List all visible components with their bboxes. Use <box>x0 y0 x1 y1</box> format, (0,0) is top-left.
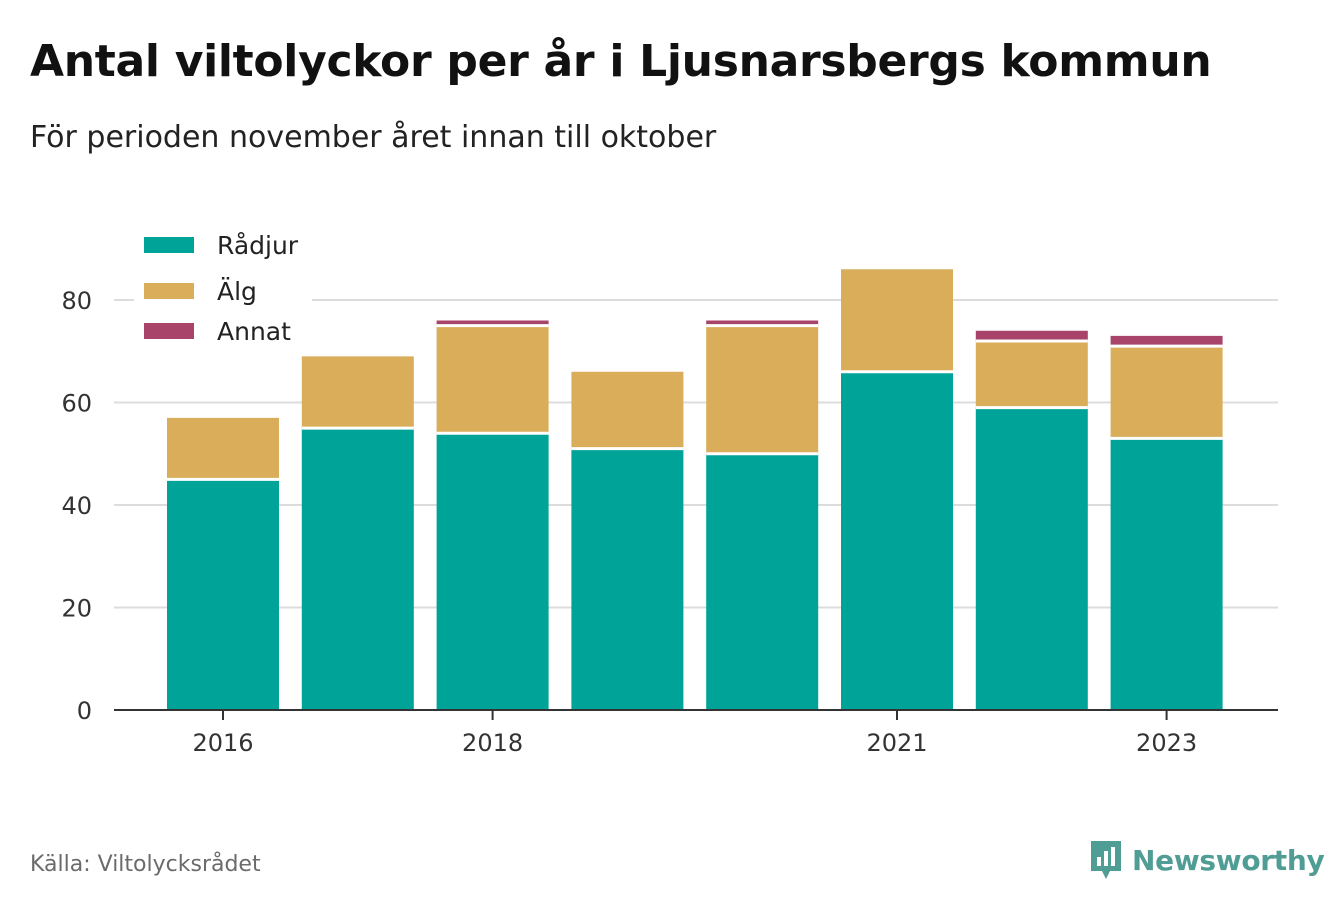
bar-Rådjur-2018 <box>436 433 549 710</box>
legend: Rådjur Älg Annat <box>134 222 312 352</box>
y-axis-ticks: 0 20 40 60 80 <box>61 287 92 725</box>
x-tick-label: 2016 <box>192 729 253 757</box>
y-tick-label: 60 <box>61 390 92 418</box>
bar-Rådjur-2023 <box>1110 438 1223 710</box>
bar-Annat-2020 <box>706 320 819 326</box>
bar-Rådjur-2017 <box>301 428 414 710</box>
legend-label: Rådjur <box>217 231 299 260</box>
bar-chart-speech-bubble-icon <box>1091 841 1121 879</box>
bar-Rådjur-2019 <box>571 448 684 710</box>
bar-stack-2018 <box>436 320 549 710</box>
x-tick-label: 2021 <box>866 729 927 757</box>
bar-stack-2020 <box>706 320 819 710</box>
y-tick-label: 20 <box>61 595 92 623</box>
y-tick-label: 80 <box>61 287 92 315</box>
bar-Älg-2016 <box>167 417 279 480</box>
legend-swatch-Annat <box>144 323 194 339</box>
x-tick-label: 2018 <box>462 729 523 757</box>
bar-Rådjur-2016 <box>167 479 279 710</box>
legend-label: Älg <box>217 277 257 306</box>
bar-Älg-2021 <box>841 269 953 372</box>
bar-Rådjur-2020 <box>706 453 819 710</box>
x-tick-label: 2023 <box>1136 729 1197 757</box>
bar-Älg-2020 <box>706 325 819 454</box>
bar-Annat-2023 <box>1110 335 1223 347</box>
bar-stack-2019 <box>571 371 684 710</box>
legend-swatch-Rådjur <box>144 237 194 253</box>
bar-stack-2021 <box>841 269 953 710</box>
bar-Älg-2017 <box>301 356 414 429</box>
bar-stack-2016 <box>167 417 279 710</box>
bar-stack-2023 <box>1110 335 1223 710</box>
bar-Älg-2023 <box>1110 346 1223 439</box>
bar-stack-2022 <box>975 330 1088 710</box>
legend-swatch-Älg <box>144 283 194 299</box>
brand-name: Newsworthy <box>1132 843 1325 877</box>
bars <box>167 269 1223 710</box>
bar-Annat-2022 <box>975 330 1088 341</box>
y-tick-label: 0 <box>77 697 92 725</box>
newsworthy-logo: Newsworthy <box>1088 838 1325 882</box>
bar-Älg-2019 <box>571 371 684 449</box>
bar-stack-2017 <box>301 356 414 710</box>
source-note: Källa: Viltolycksrådet <box>30 852 261 877</box>
chart-title: Antal viltolyckor per år i Ljusnarsbergs… <box>30 36 1212 87</box>
bar-Älg-2018 <box>436 325 549 434</box>
chart-subtitle: För perioden november året innan till ok… <box>30 120 717 155</box>
x-axis: 2016 2018 2021 2023 <box>114 709 1278 757</box>
bar-Rådjur-2021 <box>841 371 953 710</box>
bar-Älg-2022 <box>975 341 1088 408</box>
legend-label: Annat <box>217 317 291 346</box>
bar-Rådjur-2022 <box>975 407 1088 710</box>
y-tick-label: 40 <box>61 492 92 520</box>
bar-Annat-2018 <box>436 320 549 326</box>
